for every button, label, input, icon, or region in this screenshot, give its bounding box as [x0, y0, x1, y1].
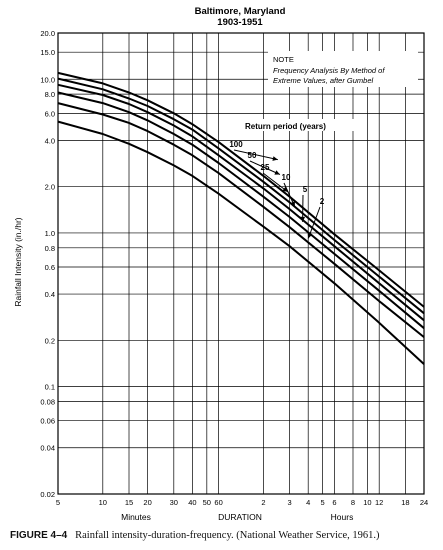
figure-caption: FIGURE 4–4 Rainfall intensity-duration-f… [10, 530, 440, 541]
y-tick-label: 0.4 [45, 290, 55, 299]
x-tick-label-hours: 24 [420, 498, 428, 507]
y-axis-label: Rainfall Intensity (in./hr) [13, 217, 23, 306]
series-label-arrow [307, 206, 321, 239]
series-line-5 [57, 102, 425, 338]
x-tick-label-hours: 10 [363, 498, 371, 507]
arrowhead [282, 186, 288, 192]
y-tick-label: 4.0 [45, 136, 55, 145]
y-tick-label: 15.0 [40, 48, 55, 57]
y-tick-label: 0.08 [40, 397, 55, 406]
x-axis-label: DURATION [218, 512, 262, 522]
series-labels: 100 50 25 10 5 2 [229, 140, 325, 239]
x-tick-label-hours: 4 [306, 498, 310, 507]
x-tick-label-hours: 8 [351, 498, 355, 507]
x-tick-label-hours: 3 [288, 498, 292, 507]
y-tick-label: 20.0 [40, 29, 55, 38]
series-label-2: 2 [320, 197, 325, 206]
arrowhead [307, 233, 313, 239]
x-axis-hours-label: Hours [331, 512, 354, 522]
x-tick-label-hours: 6 [332, 498, 336, 507]
x-tick-label-minutes: 50 [203, 498, 211, 507]
y-tick-label: 8.0 [45, 90, 55, 99]
y-tick-label: 6.0 [45, 109, 55, 118]
series-label-10: 10 [282, 173, 291, 182]
x-tick-label-hours: 12 [375, 498, 383, 507]
y-tick-label: 0.1 [45, 383, 55, 392]
y-tick-label: 0.8 [45, 244, 55, 253]
note-title: NOTE [273, 55, 294, 64]
y-tick-label: 2.0 [45, 183, 55, 192]
caption-text: Rainfall intensity-duration-frequency. (… [75, 530, 380, 541]
series-line-50 [57, 77, 425, 315]
x-tick-label-hours: 2 [261, 498, 265, 507]
arrowhead [290, 201, 295, 207]
y-tick-label: 0.6 [45, 263, 55, 272]
y-tick-label: 10.0 [40, 75, 55, 84]
chart-subtitle: 1903-1951 [217, 17, 263, 28]
x-tick-label-hours: 18 [401, 498, 409, 507]
y-axis: 20.0 15.0 10.0 8.0 6.0 4.0 2.0 1.0 0.8 0.6 0.4 0.2 0… [40, 29, 55, 499]
note-box: NOTE Frequency Analysis By Method of Ext… [268, 51, 418, 87]
series-line-10 [57, 91, 425, 329]
y-tick-label: 0.06 [40, 417, 55, 426]
note-line-1: Frequency Analysis By Method of [273, 66, 385, 75]
x-tick-label-hours: 5 [321, 498, 325, 507]
plot-frame [57, 32, 425, 495]
arrowhead [274, 170, 280, 175]
legend-title-box: Return period (years) [242, 119, 360, 131]
x-tick-label-minutes: 30 [170, 498, 178, 507]
y-tick-label: 0.04 [40, 444, 55, 453]
series-label-100: 100 [229, 140, 243, 149]
series-label-5: 5 [303, 185, 308, 194]
x-tick-label-minutes: 60 [214, 498, 222, 507]
series-label-50: 50 [248, 151, 257, 160]
series-label-arrow [233, 149, 278, 161]
arrowhead [272, 156, 278, 161]
chart-title: Baltimore, Maryland [195, 6, 286, 17]
legend-title: Return period (years) [245, 122, 326, 131]
note-line-2: Extreme Values, after Gumbel [273, 76, 374, 85]
x-tick-label-minutes: 10 [99, 498, 107, 507]
series-line-25 [57, 83, 425, 322]
series-label-arrow [262, 172, 289, 193]
arrowhead [300, 216, 306, 222]
series-line-100 [57, 71, 425, 308]
caption-figure-number: FIGURE 4–4 [10, 530, 68, 541]
x-tick-label-minutes: 5 [56, 498, 60, 507]
x-tick-label-minutes: 20 [143, 498, 151, 507]
series-line-2 [57, 120, 425, 365]
x-tick-label-minutes: 40 [188, 498, 196, 507]
x-axis: 5 10 15 20 30 40 50 60 2 3 4 5 6 8 10 12 18 24 [56, 498, 428, 507]
x-tick-label-minutes: 15 [125, 498, 133, 507]
series-label-arrow [249, 160, 281, 175]
y-tick-label: 0.2 [45, 336, 55, 345]
y-tick-label: 0.02 [40, 490, 55, 499]
y-tick-label: 1.0 [45, 229, 55, 238]
x-axis-minutes-label: Minutes [121, 512, 151, 522]
series-label-25: 25 [261, 163, 270, 172]
series-lines [57, 71, 425, 365]
